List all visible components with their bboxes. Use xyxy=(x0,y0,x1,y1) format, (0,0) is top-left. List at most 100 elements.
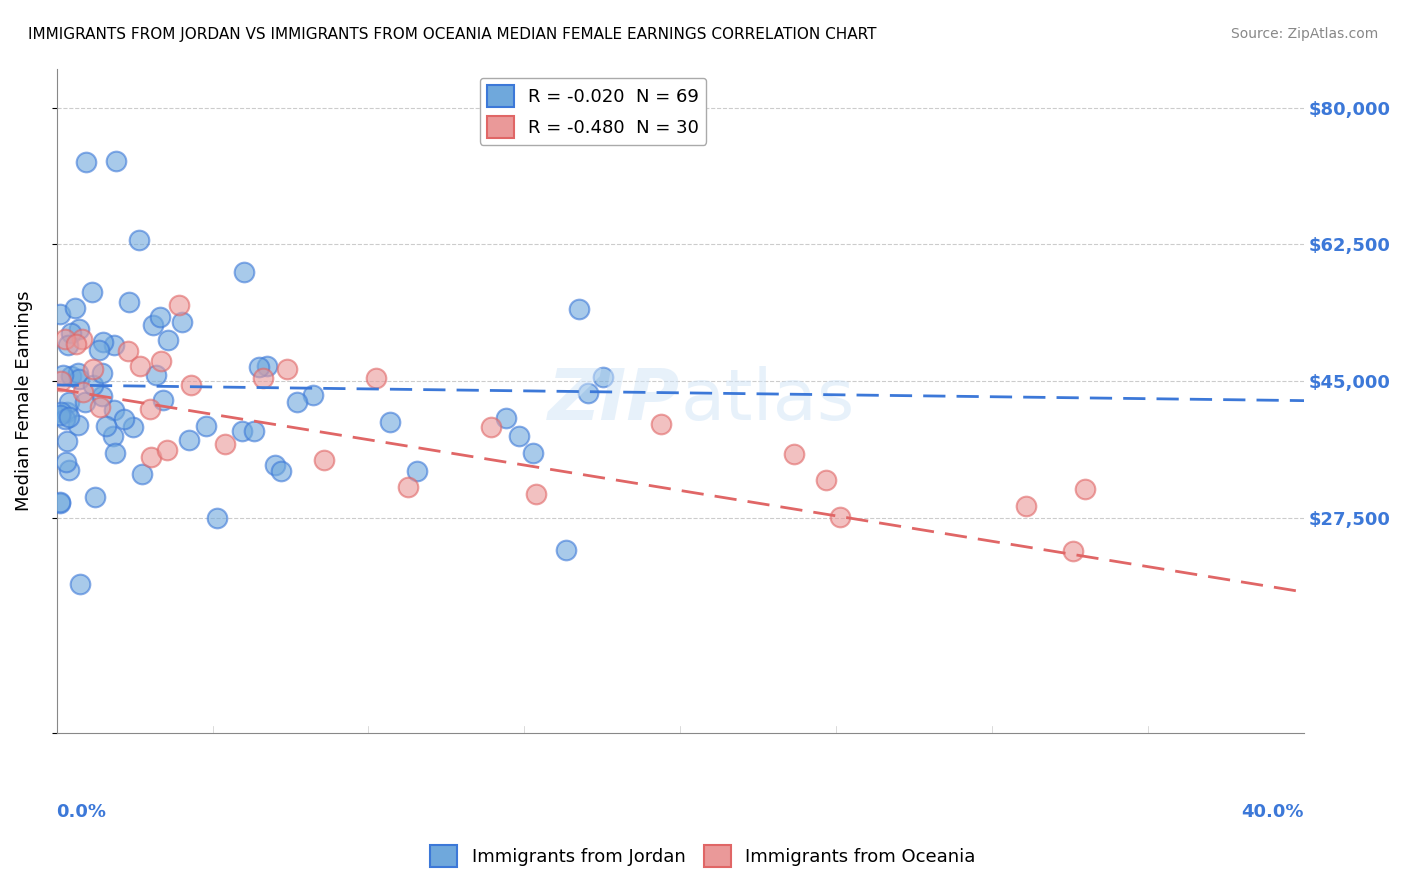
Point xyxy=(139,401,162,416)
Point xyxy=(48,307,70,321)
Point xyxy=(554,543,576,558)
Point xyxy=(145,368,167,382)
Point xyxy=(179,433,201,447)
Point xyxy=(94,418,117,433)
Point xyxy=(75,394,97,409)
Point xyxy=(522,446,544,460)
Point xyxy=(89,343,111,358)
Point xyxy=(75,155,97,169)
Point xyxy=(52,368,75,382)
Point xyxy=(252,371,274,385)
Point xyxy=(139,450,162,464)
Point xyxy=(592,369,614,384)
Point xyxy=(285,394,308,409)
Point xyxy=(479,420,502,434)
Point xyxy=(264,458,287,472)
Point xyxy=(167,298,190,312)
Point xyxy=(247,360,270,375)
Point xyxy=(101,428,124,442)
Point xyxy=(58,395,80,409)
Point xyxy=(103,403,125,417)
Text: atlas: atlas xyxy=(681,366,855,435)
Legend: R = -0.020  N = 69, R = -0.480  N = 30: R = -0.020 N = 69, R = -0.480 N = 30 xyxy=(479,78,706,145)
Point xyxy=(276,361,298,376)
Point xyxy=(49,496,72,510)
Point xyxy=(1074,482,1097,496)
Point xyxy=(783,446,806,460)
Point xyxy=(568,302,591,317)
Point xyxy=(378,415,401,429)
Point xyxy=(56,434,79,448)
Point xyxy=(60,369,83,384)
Point xyxy=(406,464,429,478)
Point xyxy=(156,443,179,458)
Point xyxy=(80,285,103,300)
Point xyxy=(152,393,174,408)
Point xyxy=(104,153,127,168)
Y-axis label: Median Female Earnings: Median Female Earnings xyxy=(15,291,32,511)
Point xyxy=(104,446,127,460)
Point xyxy=(89,400,111,414)
Point xyxy=(302,388,325,402)
Point xyxy=(48,495,70,509)
Point xyxy=(157,334,180,348)
Point xyxy=(149,354,172,368)
Text: IMMIGRANTS FROM JORDAN VS IMMIGRANTS FROM OCEANIA MEDIAN FEMALE EARNINGS CORRELA: IMMIGRANTS FROM JORDAN VS IMMIGRANTS FRO… xyxy=(28,27,876,42)
Legend: Immigrants from Jordan, Immigrants from Oceania: Immigrants from Jordan, Immigrants from … xyxy=(423,838,983,874)
Point xyxy=(815,473,838,487)
Point xyxy=(91,367,114,381)
Point xyxy=(69,577,91,591)
Point xyxy=(576,386,599,401)
Point xyxy=(256,359,278,373)
Point xyxy=(141,318,163,333)
Point xyxy=(112,411,135,425)
Point xyxy=(67,372,90,386)
Point xyxy=(103,338,125,352)
Point xyxy=(231,424,253,438)
Text: 40.0%: 40.0% xyxy=(1241,803,1305,822)
Point xyxy=(58,410,80,425)
Text: ZIP: ZIP xyxy=(548,366,681,435)
Point xyxy=(650,417,672,432)
Point xyxy=(214,437,236,451)
Point xyxy=(508,429,530,443)
Point xyxy=(90,389,112,403)
Point xyxy=(49,405,72,419)
Point xyxy=(82,362,104,376)
Point xyxy=(70,332,93,346)
Point xyxy=(180,378,202,392)
Point xyxy=(149,310,172,325)
Point xyxy=(48,408,70,422)
Point xyxy=(58,463,80,477)
Point xyxy=(67,367,90,381)
Point xyxy=(55,455,77,469)
Point xyxy=(495,411,517,425)
Point xyxy=(396,480,419,494)
Point xyxy=(91,334,114,349)
Point xyxy=(65,301,87,315)
Point xyxy=(195,418,218,433)
Point xyxy=(82,378,104,392)
Point xyxy=(58,337,80,351)
Point xyxy=(270,464,292,478)
Point xyxy=(117,344,139,359)
Point xyxy=(243,425,266,439)
Point xyxy=(131,467,153,481)
Point xyxy=(122,420,145,434)
Point xyxy=(129,359,152,374)
Point xyxy=(314,453,336,467)
Point xyxy=(128,234,150,248)
Point xyxy=(56,404,79,418)
Point xyxy=(83,491,105,505)
Point xyxy=(1062,544,1084,558)
Point xyxy=(59,326,82,341)
Point xyxy=(53,411,76,425)
Point xyxy=(205,511,228,525)
Text: 0.0%: 0.0% xyxy=(56,803,107,822)
Point xyxy=(1015,499,1038,513)
Text: Source: ZipAtlas.com: Source: ZipAtlas.com xyxy=(1230,27,1378,41)
Point xyxy=(828,510,851,524)
Point xyxy=(67,322,90,336)
Point xyxy=(233,265,256,279)
Point xyxy=(49,374,72,388)
